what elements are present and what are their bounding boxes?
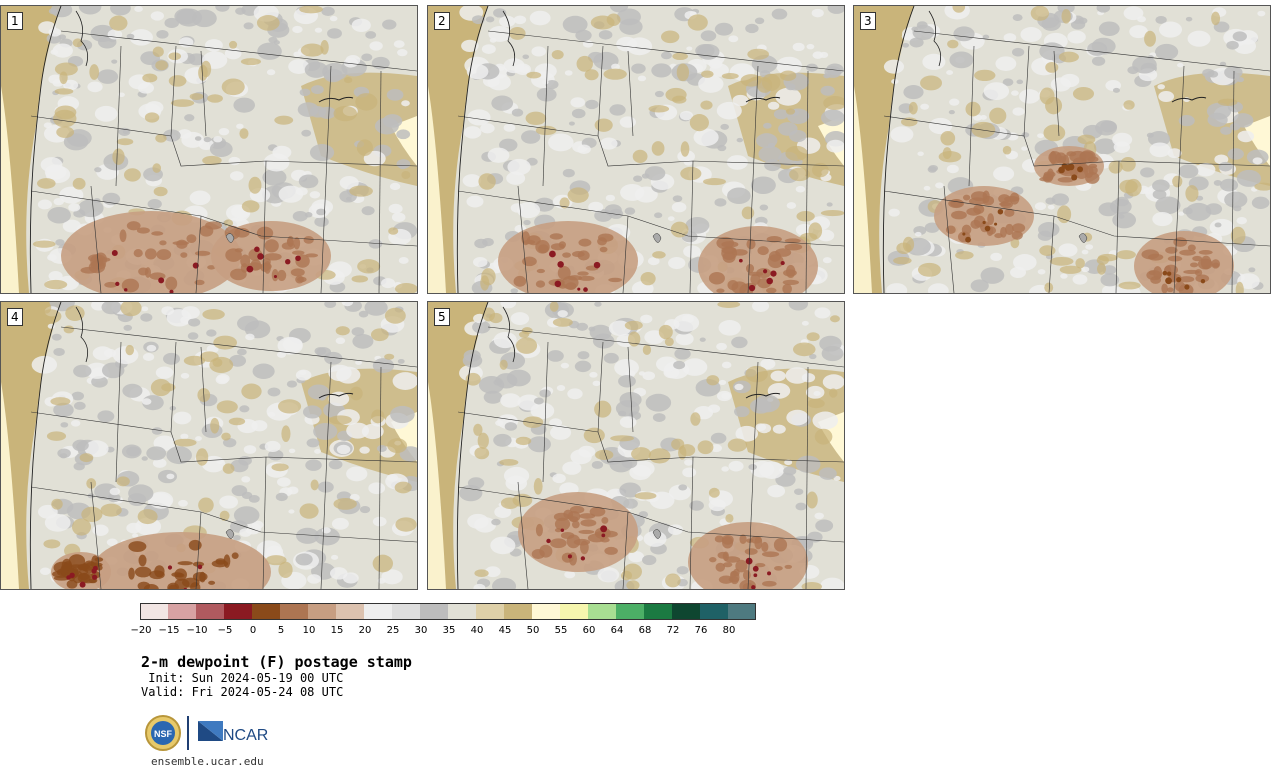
chart-title: 2-m dewpoint (F) postage stamp bbox=[141, 653, 412, 671]
colorbar-tick-label: 68 bbox=[638, 625, 652, 636]
colorbar-swatch bbox=[364, 603, 393, 620]
colorbar-swatch bbox=[168, 603, 197, 620]
site-url: ensemble.ucar.edu bbox=[151, 755, 264, 768]
panel-number: 3 bbox=[860, 12, 876, 30]
map-panel-4: 4 bbox=[0, 301, 418, 590]
colorbar bbox=[140, 603, 756, 620]
colorbar-tick-label: −20 bbox=[130, 625, 152, 636]
colorbar-tick-label: 76 bbox=[694, 625, 708, 636]
colorbar-tick-label: −15 bbox=[158, 625, 180, 636]
colorbar-swatch bbox=[728, 603, 756, 620]
colorbar-swatch bbox=[672, 603, 701, 620]
nsf-logo-text: NSF bbox=[154, 729, 173, 739]
panel-number: 2 bbox=[434, 12, 450, 30]
colorbar-swatch bbox=[140, 603, 169, 620]
colorbar-tick-label: 64 bbox=[610, 625, 624, 636]
colorbar-tick-label: 45 bbox=[498, 625, 512, 636]
ncar-logo-icon: NCAR bbox=[198, 721, 268, 744]
colorbar-tick-label: 10 bbox=[302, 625, 316, 636]
map-panel-1: 1 bbox=[0, 5, 418, 294]
colorbar-swatch bbox=[224, 603, 253, 620]
colorbar-tick-label: 80 bbox=[722, 625, 736, 636]
colorbar-tick-label: 30 bbox=[414, 625, 428, 636]
panel-number: 5 bbox=[434, 308, 450, 326]
dewpoint-map bbox=[1, 6, 417, 293]
colorbar-swatch bbox=[336, 603, 365, 620]
panel-number: 4 bbox=[7, 308, 23, 326]
colorbar-swatch bbox=[392, 603, 421, 620]
colorbar-ticks: −20 −15 −10 −5 0 5 10 15 20 25 30 35 40 45 50 55 60 64 68 7… bbox=[130, 625, 780, 639]
colorbar-tick-label: 20 bbox=[358, 625, 372, 636]
colorbar-swatch bbox=[252, 603, 281, 620]
colorbar-swatch bbox=[448, 603, 477, 620]
colorbar-tick-label: 55 bbox=[554, 625, 568, 636]
colorbar-swatch bbox=[616, 603, 645, 620]
map-panel-3: 3 bbox=[853, 5, 1271, 294]
colorbar-tick-label: 60 bbox=[582, 625, 596, 636]
title-block: 2-m dewpoint (F) postage stamp Init: Sun… bbox=[141, 653, 412, 699]
colorbar-tick-label: 25 bbox=[386, 625, 400, 636]
logos: NSF NCAR bbox=[145, 713, 275, 757]
dewpoint-map bbox=[854, 6, 1270, 293]
map-panel-2: 2 bbox=[427, 5, 845, 294]
colorbar-tick-label: 5 bbox=[277, 625, 285, 636]
dewpoint-map bbox=[1, 302, 417, 589]
colorbar-tick-label: 72 bbox=[666, 625, 680, 636]
colorbar-swatch bbox=[476, 603, 505, 620]
colorbar-swatch bbox=[560, 603, 589, 620]
init-time: Init: Sun 2024-05-19 00 UTC bbox=[141, 671, 344, 685]
dewpoint-map bbox=[428, 302, 844, 589]
colorbar-swatch bbox=[308, 603, 337, 620]
colorbar-tick-label: 0 bbox=[249, 625, 257, 636]
ncar-logo-text: NCAR bbox=[223, 727, 268, 744]
colorbar-swatch bbox=[700, 603, 729, 620]
colorbar-swatch bbox=[504, 603, 533, 620]
colorbar-swatch bbox=[196, 603, 225, 620]
dewpoint-map bbox=[428, 6, 844, 293]
colorbar-swatch bbox=[532, 603, 561, 620]
colorbar-tick-label: 40 bbox=[470, 625, 484, 636]
colorbar-tick-label: 35 bbox=[442, 625, 456, 636]
colorbar-tick-label: −10 bbox=[186, 625, 208, 636]
colorbar-swatch bbox=[420, 603, 449, 620]
map-panel-5: 5 bbox=[427, 301, 845, 590]
colorbar-swatch bbox=[588, 603, 617, 620]
colorbar-tick-label: −5 bbox=[217, 625, 233, 636]
valid-time: Valid: Fri 2024-05-24 08 UTC bbox=[141, 685, 344, 699]
nsf-logo-icon: NSF bbox=[145, 715, 181, 751]
panel-number: 1 bbox=[7, 12, 23, 30]
colorbar-tick-label: 50 bbox=[526, 625, 540, 636]
colorbar-tick-label: 15 bbox=[330, 625, 344, 636]
colorbar-swatch bbox=[280, 603, 309, 620]
colorbar-swatch bbox=[644, 603, 673, 620]
